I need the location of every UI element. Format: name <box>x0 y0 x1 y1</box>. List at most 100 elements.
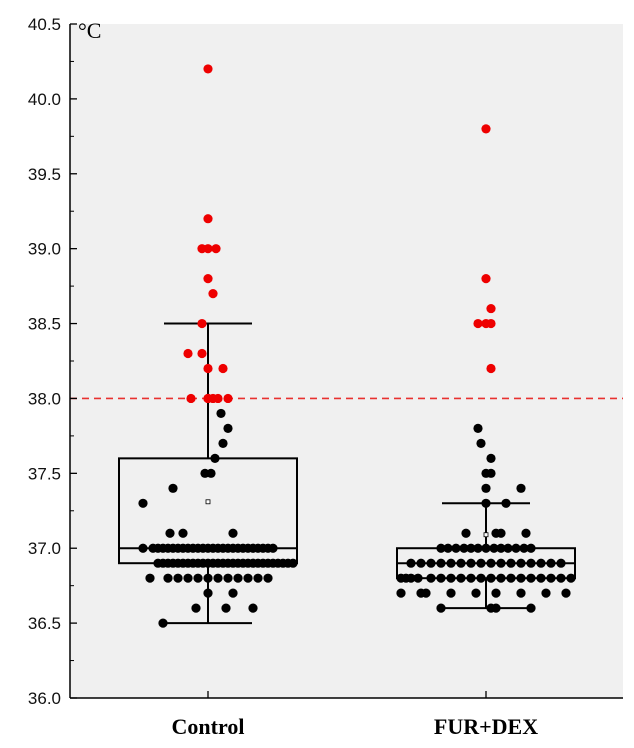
data-point <box>203 363 213 374</box>
data-point <box>561 588 571 598</box>
data-point <box>556 558 566 568</box>
data-point <box>473 543 483 553</box>
data-point <box>506 558 516 568</box>
data-point <box>496 528 506 538</box>
data-point <box>228 588 238 598</box>
y-tick-label: 36.5 <box>28 614 61 633</box>
data-point <box>211 244 221 254</box>
data-point <box>526 573 536 583</box>
data-point <box>481 124 491 134</box>
data-point <box>466 543 476 553</box>
data-point <box>461 528 471 538</box>
y-tick-label: 37.5 <box>28 464 61 483</box>
data-point <box>221 603 231 613</box>
data-point <box>416 558 426 568</box>
data-point <box>413 573 423 583</box>
data-point <box>216 408 226 419</box>
data-point <box>426 558 436 568</box>
data-point <box>203 64 213 74</box>
data-point <box>186 393 196 404</box>
data-point <box>145 573 155 583</box>
data-point <box>496 558 506 568</box>
data-point <box>466 558 476 568</box>
data-point <box>203 274 213 284</box>
data-point <box>168 483 178 493</box>
data-point <box>566 573 576 583</box>
data-point <box>481 498 491 508</box>
data-point <box>206 468 216 478</box>
y-tick-label: 40.0 <box>28 90 61 109</box>
data-point <box>536 573 546 583</box>
data-point <box>486 363 496 374</box>
data-point <box>526 603 536 613</box>
data-point <box>541 588 551 598</box>
data-point <box>268 543 278 553</box>
data-point <box>501 498 511 508</box>
data-point <box>436 558 446 568</box>
data-point <box>406 573 416 583</box>
data-point <box>521 528 531 538</box>
data-point <box>203 393 213 404</box>
y-tick-label: 38.0 <box>28 389 61 408</box>
data-point <box>173 573 183 583</box>
data-point <box>178 528 188 538</box>
data-point <box>436 573 446 583</box>
plot-background <box>70 24 623 698</box>
data-point <box>218 438 228 448</box>
data-point <box>138 543 148 553</box>
data-point <box>511 543 521 553</box>
axis-layer: 36.0 36.5 37.0 37.5 38.0 38.5 39.0 39.5 40.0 40.5… <box>28 15 623 739</box>
data-point <box>446 558 456 568</box>
data-point <box>516 483 526 493</box>
y-unit-label: °C <box>78 18 101 43</box>
data-point <box>197 318 207 329</box>
data-point <box>526 558 536 568</box>
data-point <box>426 573 436 583</box>
data-point <box>476 558 486 568</box>
data-point <box>476 573 486 583</box>
y-tick-label: 40.5 <box>28 15 61 34</box>
box-mean-marker <box>205 499 211 505</box>
data-point <box>456 573 466 583</box>
data-point <box>486 468 496 478</box>
data-point <box>165 528 175 538</box>
data-point <box>138 498 148 508</box>
data-point <box>233 573 243 583</box>
data-point <box>486 453 496 463</box>
data-point <box>288 558 298 568</box>
points-control <box>138 64 298 628</box>
data-point <box>213 573 223 583</box>
y-tick-label: 36.0 <box>28 689 61 708</box>
data-point <box>536 558 546 568</box>
data-point <box>481 483 491 493</box>
data-point <box>486 558 496 568</box>
data-point <box>486 573 496 583</box>
data-point <box>243 573 253 583</box>
data-point <box>481 543 491 553</box>
data-point <box>183 573 193 583</box>
data-point <box>158 618 168 628</box>
data-point <box>451 543 461 553</box>
data-point <box>506 573 516 583</box>
y-tick-label: 37.0 <box>28 539 61 558</box>
data-point <box>486 303 496 314</box>
data-point <box>396 588 406 598</box>
data-point <box>191 603 201 613</box>
data-point <box>496 543 506 553</box>
data-point <box>446 573 456 583</box>
data-point <box>228 528 238 538</box>
data-point <box>446 588 456 598</box>
data-point <box>421 588 431 598</box>
data-point <box>456 558 466 568</box>
y-tick-label: 39.0 <box>28 240 61 259</box>
y-tick-label: 38.5 <box>28 315 61 334</box>
data-point <box>546 573 556 583</box>
data-point <box>193 573 203 583</box>
data-point <box>459 543 469 553</box>
data-point <box>197 348 207 359</box>
data-point <box>496 573 506 583</box>
data-point <box>263 573 273 583</box>
points-fur-dex <box>396 124 576 613</box>
data-point <box>208 289 218 299</box>
data-point <box>443 543 453 553</box>
